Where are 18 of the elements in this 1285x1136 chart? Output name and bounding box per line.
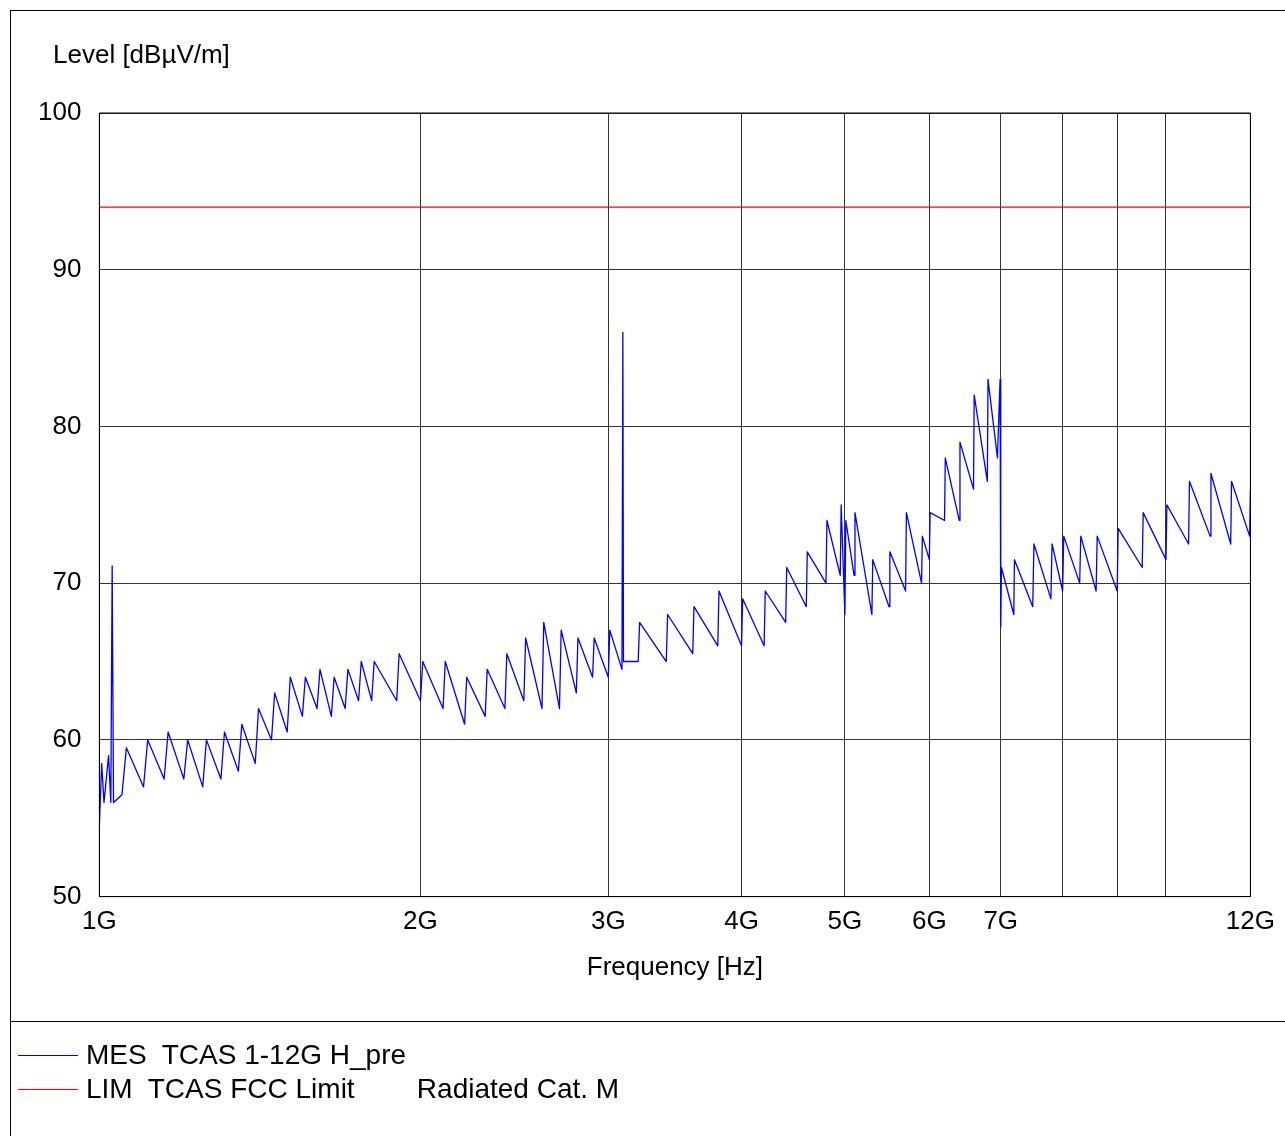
- legend-label: LIM TCAS FCC Limit Radiated Cat. M: [86, 1073, 620, 1105]
- y-tick-label: 50: [52, 879, 82, 910]
- x-tick-label: 4G: [724, 905, 759, 936]
- x-tick-label: 2G: [403, 905, 438, 936]
- x-tick-label: 5G: [827, 905, 863, 936]
- x-tick-label: 1G: [82, 905, 117, 936]
- y-tick-label: 80: [52, 409, 82, 440]
- y-tick-label: 90: [52, 252, 82, 283]
- x-tick-label: 12G: [1225, 905, 1276, 936]
- x-tick-label: 6G: [912, 905, 947, 936]
- y-tick-label: 100: [37, 96, 82, 127]
- y-axis-title: Level [dBµV/m]: [53, 39, 230, 70]
- y-tick-label: 60: [52, 723, 82, 754]
- x-tick-label: 3G: [590, 905, 626, 936]
- y-tick-label: 70: [52, 566, 82, 597]
- x-tick-label: 7G: [983, 905, 1019, 936]
- x-axis-title: Frequency [Hz]: [586, 950, 764, 981]
- legend-label: MES TCAS 1-12G H_pre: [86, 1039, 407, 1071]
